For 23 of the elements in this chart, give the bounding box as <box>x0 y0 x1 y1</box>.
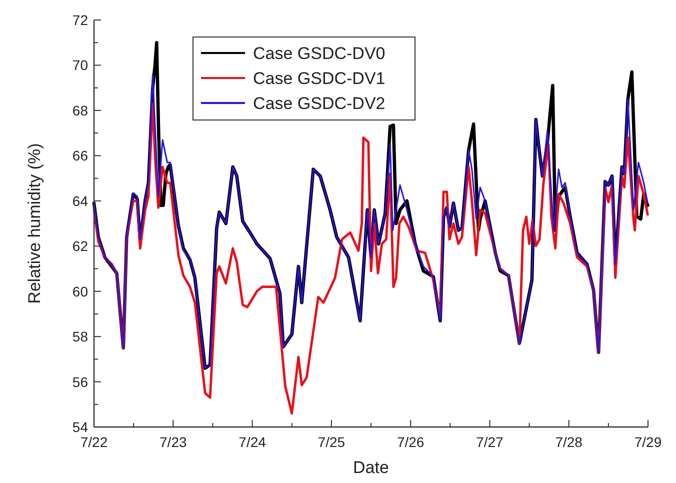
y-tick-label: 62 <box>72 238 88 254</box>
y-axis-title: Relative humidity (%) <box>25 143 44 304</box>
x-tick-label: 7/24 <box>238 434 266 450</box>
x-tick-label: 7/25 <box>318 434 346 450</box>
y-tick-label: 60 <box>72 283 88 300</box>
y-tick-label: 68 <box>72 102 88 118</box>
x-axis-title: Date <box>353 458 389 477</box>
legend-label: Case GSDC-DV0 <box>253 44 386 63</box>
y-tick-label: 66 <box>72 148 88 164</box>
x-tick-label: 7/28 <box>555 434 583 450</box>
y-tick-label: 72 <box>72 12 88 28</box>
x-tick-label: 7/29 <box>634 434 662 450</box>
legend-label: Case GSDC-DV2 <box>253 94 386 113</box>
x-tick-label: 7/27 <box>476 434 504 450</box>
y-tick-label: 56 <box>72 374 88 390</box>
x-tick-label: 7/22 <box>80 434 108 450</box>
legend-label: Case GSDC-DV1 <box>253 69 386 88</box>
x-tick-label: 7/26 <box>396 434 424 450</box>
y-tick-label: 70 <box>72 57 88 74</box>
y-tick-label: 54 <box>72 419 88 435</box>
y-tick-label: 64 <box>72 192 88 209</box>
y-tick-label: 58 <box>72 328 88 345</box>
x-tick-label: 7/23 <box>160 434 187 450</box>
